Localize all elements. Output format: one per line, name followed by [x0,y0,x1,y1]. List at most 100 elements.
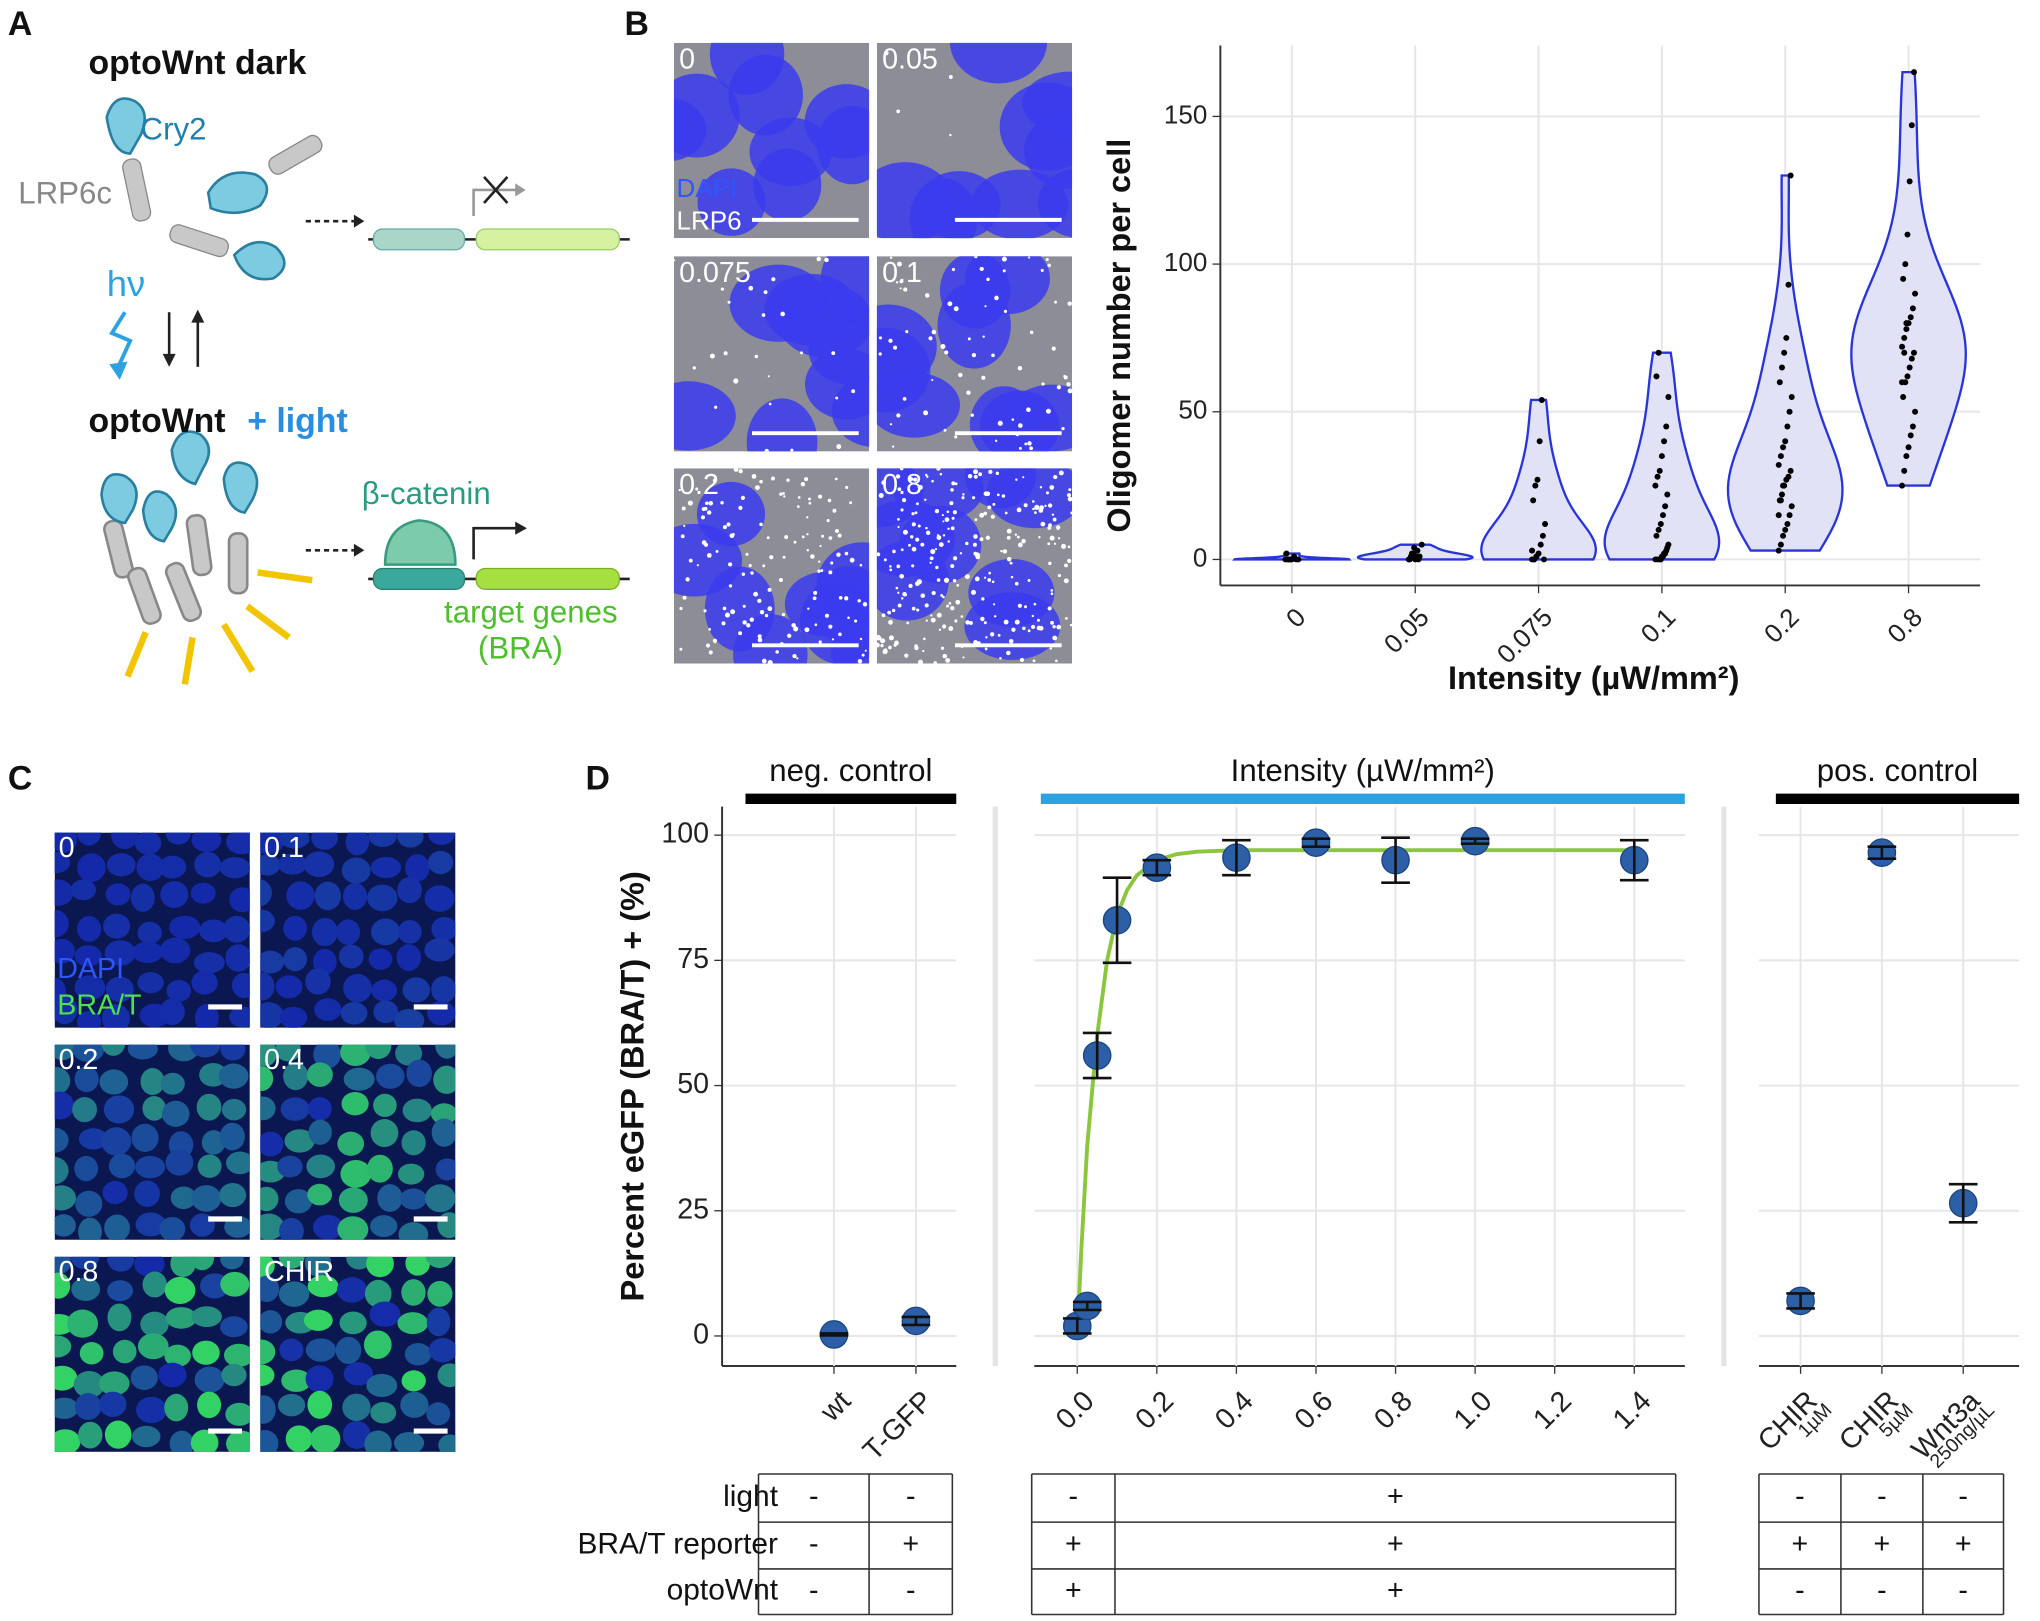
lrp6-punctum [876,634,881,640]
nucleus [305,1365,334,1393]
lrp6-punctum [1053,542,1057,545]
lrp6-punctum [746,623,751,628]
lrp6-punctum [942,653,948,659]
nucleus [337,1216,369,1240]
diagram-label: target genes [444,594,618,629]
nucleus [336,919,361,945]
lrp6-punctum [881,613,886,618]
x-tick-label: 0.8 [1368,1385,1419,1436]
lrp6-punctum [1034,504,1040,510]
lrp6-punctum [754,354,759,359]
nucleus [218,1063,249,1089]
lrp6-punctum [1014,533,1018,536]
nucleus [142,1271,167,1298]
data-point [1903,320,1910,327]
table-cell: + [1955,1528,1972,1560]
lrp6-punctum [895,474,901,479]
lrp6-punctum [1036,618,1040,622]
lrp6-punctum [720,287,725,291]
nucleus [220,1316,248,1338]
nucleus [74,945,102,967]
table-cell: + [1387,1481,1404,1513]
data-point [1907,432,1914,439]
nucleus [78,1421,103,1449]
nucleus [312,948,337,975]
lrp6-punctum [810,554,815,559]
nucleus [260,832,285,855]
nucleus [816,542,870,629]
lrp6-punctum [881,480,887,486]
lrp6-punctum [880,638,886,644]
lrp6-punctum [780,311,785,317]
lrp6-punctum [847,616,850,620]
data-point [1906,178,1913,185]
lrp6-punctum [797,496,801,499]
nucleus [401,1130,426,1156]
nucleus [435,1158,456,1181]
lrp6-punctum [997,633,1001,637]
lrp6-punctum [851,389,856,394]
diagram-label: LRP6c [18,175,112,210]
lrp6-punctum [708,628,712,631]
nucleus [366,1256,394,1278]
lrp6-punctum [936,612,942,618]
micrograph [260,1044,456,1240]
nucleus [170,1186,197,1210]
lrp6-punctum [796,505,800,508]
lrp6-punctum [706,510,712,515]
nucleus [260,1364,275,1387]
lrp6-punctum [897,591,900,594]
lrp6-punctum [1034,511,1037,515]
error-bar [1948,1182,1978,1224]
lrp6-punctum [970,589,976,595]
data-point [1537,541,1544,548]
data-point [1777,453,1784,460]
micrograph [54,1044,250,1240]
lrp6-punctum [1048,523,1052,527]
nucleus [342,1420,371,1449]
nucleus [277,1155,303,1178]
nucleus [370,1215,398,1238]
lrp6-punctum [943,428,947,432]
table-cell: - [1069,1481,1079,1513]
clustered-receptors [100,430,313,685]
nucleus [283,1062,309,1091]
nucleus [917,171,1001,239]
nucleus [220,1271,250,1297]
lrp6-punctum [1006,650,1011,656]
lrp6-punctum [965,541,969,546]
lrp6-punctum [960,615,964,618]
nucleus [278,1256,305,1269]
channel-label: BRA/T [57,990,141,1022]
lrp6-punctum [678,488,681,492]
nucleus [398,920,422,944]
x-tick-label: 0 [1280,602,1311,633]
nucleus [283,915,307,941]
lrp6-punctum [831,638,835,641]
x-tick-label: 0.4 [1209,1385,1260,1436]
error-bar [1072,1300,1102,1312]
nucleus [343,973,372,1003]
lrp6-punctum [916,608,920,612]
lrp6-punctum [955,599,961,605]
nucleus [402,977,430,1003]
nucleus [135,1212,167,1237]
lrp6-punctum [889,423,893,426]
lrp6-punctum [817,569,821,573]
data-point [1529,547,1536,554]
nucleus [105,883,131,906]
data-point [1408,550,1415,557]
lrp6-punctum [1017,542,1023,548]
lrp6-punctum [940,344,946,350]
nucleus [196,1093,222,1121]
nucleus [365,1044,392,1060]
lrp6-punctum [942,595,945,599]
lrp6-punctum [1010,575,1014,579]
diagram-title: optoWnt dark [89,44,307,82]
nucleus [406,1059,432,1088]
lrp6-punctum [783,495,786,498]
lrp6-punctum [1057,537,1061,540]
lrp6-punctum [748,285,754,291]
micrograph [876,468,1073,664]
nucleus [876,372,961,438]
